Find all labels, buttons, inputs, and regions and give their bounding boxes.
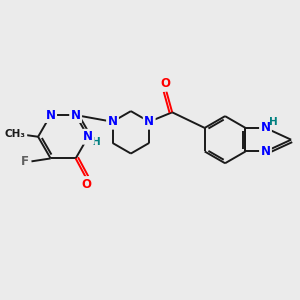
Text: N: N	[107, 115, 118, 128]
Text: N: N	[83, 130, 93, 143]
Text: N: N	[260, 145, 271, 158]
Text: H: H	[92, 137, 101, 147]
Text: N: N	[71, 109, 81, 122]
Text: F: F	[21, 155, 29, 168]
Text: O: O	[81, 178, 91, 190]
Text: N: N	[144, 115, 154, 128]
Text: N: N	[46, 109, 56, 122]
Text: O: O	[161, 77, 171, 90]
Text: N: N	[260, 122, 271, 134]
Text: CH₃: CH₃	[5, 129, 26, 139]
Text: H: H	[269, 117, 278, 127]
